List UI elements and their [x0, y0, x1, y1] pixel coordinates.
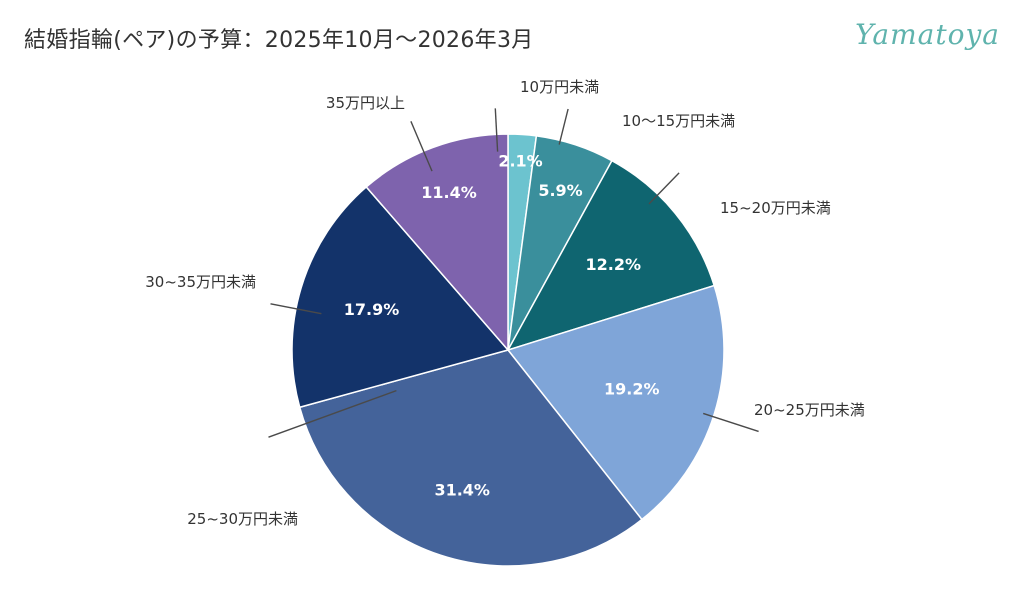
pie-slice-7 [365, 133, 509, 353]
leader-line-5 [268, 389, 397, 438]
leader-line-2 [558, 108, 569, 145]
slice-category-label-1: 10万円未満 [520, 78, 599, 96]
leader-line-6 [270, 303, 322, 315]
pie-slice-5 [298, 349, 643, 567]
slice-category-label-6: 30~35万円未満 [145, 273, 256, 291]
leader-line-7 [410, 121, 433, 172]
pie-slice-4 [506, 284, 725, 521]
slice-value-label-7: 11.4% [421, 183, 477, 202]
slice-category-label-2: 10〜15万円未満 [622, 112, 735, 130]
pie-slice-3 [506, 159, 716, 352]
slice-category-label-4: 20~25万円未満 [754, 401, 865, 419]
slice-category-label-7: 35万円以上 [326, 94, 405, 112]
leader-line-1 [494, 108, 499, 152]
slice-category-label-5: 25~30万円未満 [187, 510, 298, 528]
leader-line-4 [702, 412, 759, 433]
slice-value-label-3: 12.2% [586, 255, 642, 274]
slice-value-label-5: 31.4% [434, 481, 490, 500]
slice-category-label-3: 15~20万円未満 [720, 199, 831, 217]
slice-value-label-1: 2.1% [498, 151, 542, 170]
pie-slice-6 [291, 185, 510, 409]
slice-value-label-2: 5.9% [538, 181, 582, 200]
slice-value-label-6: 17.9% [344, 300, 400, 319]
slice-value-label-4: 19.2% [604, 379, 660, 398]
chart-title: 結婚指輪(ペア)の予算：2025年10月〜2026年3月 [24, 28, 534, 53]
brand-logo: Yamatoya [855, 18, 1000, 51]
leader-line-3 [648, 172, 680, 205]
